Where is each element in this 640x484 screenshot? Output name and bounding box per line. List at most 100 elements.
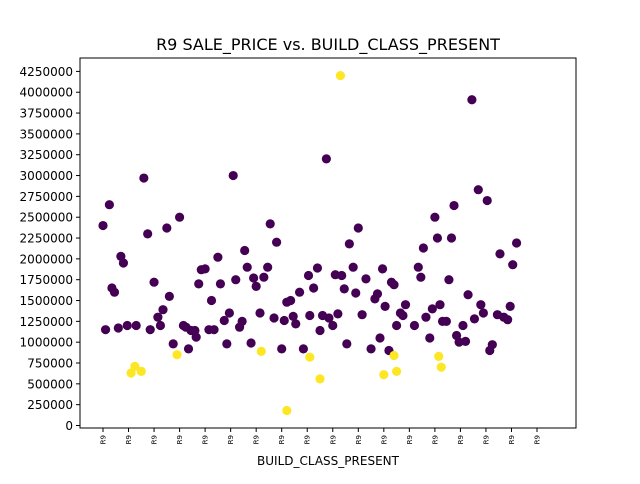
data-point xyxy=(100,325,111,335)
data-point xyxy=(391,320,402,331)
data-point xyxy=(294,287,305,297)
data-point xyxy=(400,300,411,310)
x-tick-label: R9 xyxy=(329,435,337,444)
data-point xyxy=(172,350,182,360)
data-point xyxy=(183,344,194,354)
data-point xyxy=(469,314,480,324)
y-tick-label: 2000000 xyxy=(20,252,73,266)
data-point xyxy=(328,320,338,331)
data-point xyxy=(503,315,513,325)
data-point xyxy=(224,308,234,318)
data-point xyxy=(251,281,261,291)
y-tick-label: 0 xyxy=(65,419,73,433)
data-point xyxy=(98,220,108,231)
data-point xyxy=(309,283,319,293)
y-axis: 0 250000 500000 750000 1000000 1250000 1500000… xyxy=(20,65,80,433)
data-point xyxy=(277,344,287,354)
data-point xyxy=(305,310,315,321)
data-point xyxy=(434,351,444,361)
data-point xyxy=(242,262,252,272)
data-point xyxy=(361,274,371,284)
x-tick-label: R9 xyxy=(202,435,210,444)
data-point xyxy=(315,325,325,336)
x-tick-label: R9 xyxy=(151,435,159,444)
data-point xyxy=(136,366,146,376)
data-point xyxy=(269,313,279,323)
data-point xyxy=(391,366,402,376)
data-point xyxy=(335,70,346,81)
data-point xyxy=(130,361,140,371)
data-point xyxy=(342,339,352,349)
data-point xyxy=(344,239,354,249)
x-axis-label: BUILD_CLASS_PRESENT xyxy=(257,454,400,468)
data-point xyxy=(421,312,431,322)
data-point xyxy=(315,374,325,384)
data-point xyxy=(149,277,159,287)
data-point xyxy=(366,344,376,354)
data-point xyxy=(139,173,149,183)
y-tick-label: 1000000 xyxy=(20,336,73,350)
x-tick-label: R9 xyxy=(100,435,108,444)
x-tick-label: R9 xyxy=(457,435,465,444)
data-point xyxy=(194,279,204,289)
data-point xyxy=(372,289,383,299)
data-point xyxy=(155,320,166,331)
data-point xyxy=(153,312,163,322)
data-point xyxy=(324,313,334,323)
data-point xyxy=(215,279,226,289)
data-point xyxy=(389,350,399,361)
data-point xyxy=(427,304,437,314)
y-tick-label: 3500000 xyxy=(20,127,73,141)
y-tick-label: 2750000 xyxy=(20,190,73,204)
y-tick-label: 1750000 xyxy=(20,273,73,287)
x-tick-label: R9 xyxy=(227,435,235,444)
data-point xyxy=(131,320,141,331)
x-tick-label: R9 xyxy=(304,435,312,444)
data-point xyxy=(240,245,250,256)
data-point xyxy=(463,290,473,300)
data-point xyxy=(219,315,229,326)
y-tick-label: 3000000 xyxy=(20,169,73,183)
data-point xyxy=(263,262,273,272)
y-tick-label: 1500000 xyxy=(20,294,73,308)
data-point xyxy=(158,305,168,315)
data-point xyxy=(348,262,358,272)
x-tick-label: R9 xyxy=(253,435,261,444)
x-tick-label: R9 xyxy=(355,435,363,444)
data-point xyxy=(375,333,385,343)
x-tick-label: R9 xyxy=(508,435,516,444)
data-point xyxy=(282,405,292,416)
data-point xyxy=(209,325,219,335)
data-point xyxy=(246,338,256,348)
x-tick-label: R9 xyxy=(380,435,388,444)
data-point xyxy=(432,233,443,243)
data-point xyxy=(113,323,123,333)
data-point xyxy=(222,339,232,349)
data-point xyxy=(213,252,223,262)
data-point xyxy=(279,315,289,326)
x-tick-label: R9 xyxy=(176,435,184,444)
data-point xyxy=(379,370,389,380)
x-tick-label: R9 xyxy=(125,435,133,444)
data-point xyxy=(505,301,515,311)
y-tick-label: 1250000 xyxy=(20,315,73,329)
data-point xyxy=(473,185,483,195)
data-point xyxy=(430,212,440,222)
data-point xyxy=(298,344,309,354)
data-point xyxy=(191,332,201,342)
x-tick-label: R9 xyxy=(534,435,542,444)
x-tick-label: R9 xyxy=(278,435,286,444)
data-point xyxy=(441,316,451,326)
data-point xyxy=(168,339,178,349)
data-point xyxy=(231,275,241,285)
data-point xyxy=(312,263,323,273)
y-tick-label: 3750000 xyxy=(20,107,73,121)
data-point xyxy=(425,333,435,343)
data-point xyxy=(398,310,408,321)
y-tick-label: 3250000 xyxy=(20,148,73,162)
data-point xyxy=(511,238,522,248)
data-point xyxy=(418,243,428,253)
